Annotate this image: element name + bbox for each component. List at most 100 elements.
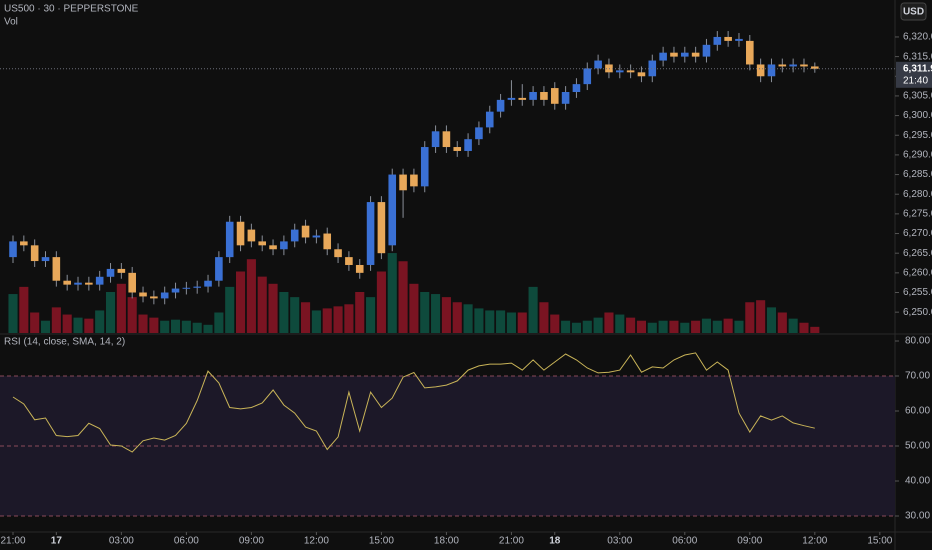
candle-body [204,280,212,287]
candle-body [63,280,71,285]
volume-bar [539,302,549,333]
candle-body [117,268,126,273]
volume-bar [506,312,516,333]
volume-bar [766,307,777,333]
volume-bar [127,297,137,333]
candle-body [345,257,353,265]
candle-body [626,70,635,73]
candle-body [572,84,581,92]
volume-bar [192,322,202,333]
last-price-label: 6,311.9 [903,63,932,74]
y-tick-label: 6,270.0 [903,228,932,239]
volume-bar [214,312,224,333]
candle-body [442,131,451,148]
candle-body [171,288,180,293]
volume-bar [268,283,278,333]
currency[interactable]: USD [903,7,924,18]
volume-bar [658,320,668,333]
volume-bar [723,318,733,333]
x-tick-label: 06:00 [174,536,199,547]
volume-bar [73,317,83,333]
candle-body [550,88,559,104]
volume-bar [691,320,701,333]
candle-body [431,131,440,148]
candle-body [648,60,657,77]
x-tick-label: 21:00 [499,536,524,547]
y-tick-label: 6,260.0 [903,267,932,278]
volume-bar [301,302,311,333]
volume-bar [387,253,397,333]
volume-bar [463,304,473,333]
volume-bar [398,261,408,333]
candle-body [20,241,28,246]
x-tick-label: 15:00 [867,536,892,547]
candle-body [52,257,61,281]
volume-bar [344,304,354,333]
volume-bar [669,320,679,333]
y-tick-label: 6,300.0 [903,110,932,121]
candle-body [139,292,147,297]
candle-body [9,241,17,258]
volume-bar [376,271,386,333]
candle-body [420,147,429,187]
candle-body [85,282,93,285]
volume-bar [485,310,495,333]
candle-body [377,202,386,254]
candle-body [106,268,115,277]
volume-bar [431,294,441,333]
x-tick-label: 15:00 [369,536,394,547]
volume-bar [225,286,235,333]
x-tick-label: 18 [549,536,561,547]
volume-bar [257,276,267,333]
volume-bar [235,271,246,333]
candle-body [160,292,169,299]
volume-bar [517,312,527,333]
y-tick-label: 6,280.0 [903,189,932,200]
candle-body [323,233,332,250]
volume-bar [8,294,18,333]
candle-body [182,287,191,289]
volume-bar [420,292,430,333]
y-tick-label: 6,275.0 [903,209,932,220]
volume-bar [441,297,451,333]
volume-bar [496,310,506,333]
volume-bar [799,322,809,333]
volume-bar [333,306,343,333]
y-tick-label: 6,265.0 [903,248,932,259]
currency-button[interactable] [900,2,927,21]
volume-bar [647,322,657,333]
plot [0,31,895,517]
candle-body [594,60,602,69]
candle-body [247,229,256,242]
candle-body [215,257,223,281]
candle-body [561,91,570,104]
volume-bar [452,302,462,333]
x-tick-label: 09:00 [737,536,762,547]
volume-bar [160,320,170,333]
rsi-title: RSI (14, close, SMA, 14, 2) [4,337,125,348]
x-tick-label: 12:00 [304,536,329,547]
candle-body [540,91,548,100]
y-tick-label: 6,250.0 [903,307,932,318]
volume-bar [626,317,636,333]
volume-bar [756,300,766,333]
candle-body [236,221,245,246]
volume-label: Vol [4,17,18,28]
volume-bar [149,317,159,333]
candle-body [789,64,797,67]
volume-bar [355,292,365,333]
x-tick-label: 09:00 [239,536,264,547]
candle-body [800,64,808,67]
volume-bar [62,314,72,333]
candle-body [280,241,288,250]
volume-bar [279,292,289,333]
candle-body [756,64,765,77]
candle-body [225,221,234,258]
volume-bar [170,319,181,333]
y-tick-label: 40.00 [905,476,930,487]
volume-bar [777,312,787,333]
volume-bar [561,320,571,333]
y-tick-label: 6,320.0 [903,32,932,43]
candle-body [778,64,787,67]
